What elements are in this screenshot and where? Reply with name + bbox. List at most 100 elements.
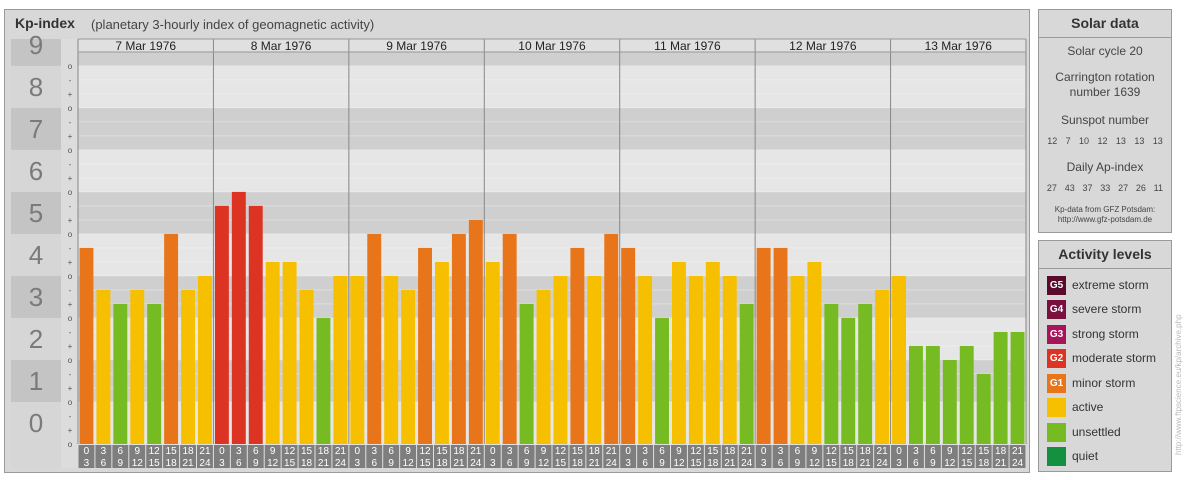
hour-label: 12 — [826, 446, 838, 457]
ap-value: 33 — [1100, 183, 1111, 193]
plot-band — [78, 65, 1026, 108]
hour-label: 12 — [944, 458, 956, 469]
hour-box — [840, 445, 857, 468]
hour-box — [163, 445, 180, 468]
hour-label: 18 — [436, 458, 448, 469]
hour-label: 6 — [778, 458, 784, 469]
hour-label: 0 — [84, 446, 90, 457]
subtick-label: - — [69, 328, 72, 337]
day-label: 8 Mar 1976 — [251, 39, 312, 53]
hour-box — [180, 445, 196, 468]
solar-cycle: Solar cycle 20 — [1067, 44, 1143, 58]
hour-box — [281, 445, 298, 468]
sunspot-value: 10 — [1079, 136, 1090, 146]
hour-label: 3 — [84, 458, 90, 469]
sunspot-value: 7 — [1065, 136, 1071, 146]
hour-label: 0 — [355, 446, 361, 457]
hour-label: 6 — [524, 446, 530, 457]
kp-bar — [248, 205, 263, 444]
chart-subtitle: (planetary 3-hourly index of geomagnetic… — [91, 17, 375, 32]
subtick-label: + — [68, 216, 73, 225]
hour-label: 0 — [490, 446, 496, 457]
subtick-label: o — [68, 62, 73, 71]
hour-label: 21 — [877, 446, 889, 457]
day-label: 13 Mar 1976 — [925, 39, 993, 53]
day-label: 7 Mar 1976 — [115, 39, 176, 53]
hour-box — [687, 445, 704, 468]
hour-label: 18 — [166, 458, 178, 469]
hour-label: 6 — [101, 458, 107, 469]
y-band — [11, 317, 61, 360]
hour-label: 6 — [642, 458, 648, 469]
hour-box — [823, 445, 840, 468]
ap-value: 27 — [1046, 183, 1057, 193]
sunspot-value: 12 — [1047, 136, 1058, 146]
legend-swatch: G3 — [1047, 325, 1066, 344]
hour-box — [247, 445, 264, 468]
kp-bar — [502, 233, 517, 444]
hour-label: 24 — [199, 458, 211, 469]
hour-box — [315, 445, 332, 468]
y-band — [11, 39, 61, 66]
kp-bar — [519, 303, 534, 444]
hour-box — [129, 445, 146, 468]
hour-label: 15 — [555, 458, 567, 469]
hour-label: 12 — [809, 458, 821, 469]
hour-label: 18 — [589, 446, 601, 457]
y-tick-label: 5 — [29, 198, 43, 228]
legend-swatch — [1047, 447, 1066, 466]
hour-label: 18 — [707, 458, 719, 469]
y-tick-label: 1 — [29, 366, 43, 396]
hour-label: 6 — [930, 446, 936, 457]
ap-numbers: 27 43 37 33 27 26 11 — [1043, 183, 1167, 193]
hour-label: 21 — [1012, 446, 1024, 457]
hour-label: 15 — [961, 458, 973, 469]
hour-label: 12 — [284, 446, 296, 457]
source-line-1: Kp-data from GFZ Potsdam: — [1054, 205, 1156, 214]
hour-label: 15 — [978, 446, 990, 457]
hour-box — [518, 445, 535, 468]
ap-value: 43 — [1064, 183, 1075, 193]
hour-label: 9 — [659, 458, 665, 469]
y-band — [11, 444, 61, 468]
kp-bar — [841, 317, 856, 444]
hour-label: 3 — [778, 446, 784, 457]
hour-box — [738, 445, 755, 468]
hour-label: 15 — [826, 458, 838, 469]
kp-bar — [164, 233, 179, 444]
hour-box — [654, 445, 670, 468]
kp-bar — [587, 275, 602, 444]
y-band — [11, 233, 61, 276]
y-tick-label: 3 — [29, 282, 43, 312]
kp-bar — [672, 261, 686, 444]
kp-bar — [130, 289, 145, 444]
kp-bar — [485, 261, 500, 444]
sunspot-numbers: 12 7 10 12 13 13 13 — [1043, 136, 1167, 146]
hour-label: 18 — [843, 458, 855, 469]
kp-bar — [705, 261, 720, 444]
kp-bar — [688, 275, 703, 444]
kp-bar — [468, 219, 483, 444]
kp-bar — [807, 261, 822, 444]
kp-bar — [231, 191, 246, 444]
hour-label: 3 — [913, 446, 919, 457]
hour-label: 12 — [538, 458, 550, 469]
legend-label: active — [1072, 400, 1104, 414]
hour-label: 21 — [995, 458, 1007, 469]
day-label: 12 Mar 1976 — [789, 39, 857, 53]
hour-label: 6 — [795, 446, 801, 457]
kp-bar — [282, 261, 297, 444]
hour-label: 18 — [995, 446, 1007, 457]
hour-box — [620, 445, 637, 468]
hour-box — [112, 445, 129, 468]
legend-swatch: G1 — [1047, 374, 1066, 393]
hour-box — [857, 445, 874, 468]
plot-band — [78, 107, 1026, 150]
hour-label: 12 — [267, 458, 279, 469]
source-link[interactable]: http://www.gfz-potsdam.de — [1057, 215, 1153, 224]
hour-label: 15 — [149, 458, 161, 469]
hour-label: 21 — [318, 458, 330, 469]
hour-label: 9 — [253, 458, 259, 469]
solar-data-panel: Solar data Solar cycle 20 Carrington rot… — [1038, 9, 1172, 233]
kp-bar — [401, 289, 416, 444]
